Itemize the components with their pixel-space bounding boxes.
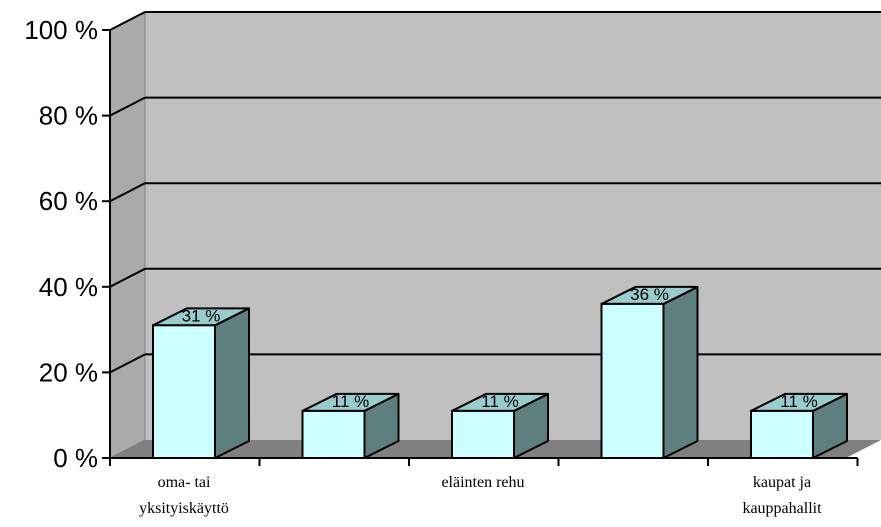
y-tick-label: 20 % — [39, 357, 98, 387]
axes: 0 % 20 % 40 % 60 % 80 % 100 % oma- tai yksityis… — [24, 15, 859, 517]
data-label: 36 % — [630, 285, 669, 304]
data-label: 31 % — [182, 306, 221, 325]
bar-front — [600, 302, 665, 460]
y-tick-label: 100 % — [24, 15, 98, 45]
x-tick-label: kaupat ja kauppahallit — [742, 474, 822, 517]
y-tick-label: 80 % — [39, 101, 98, 131]
x-tick-label: oma- tai yksityiskäyttö — [139, 474, 229, 517]
bar — [600, 285, 699, 460]
side-wall — [109, 11, 146, 459]
bar-side — [214, 307, 250, 459]
bar — [750, 392, 848, 460]
bar — [152, 307, 250, 459]
bar — [301, 392, 400, 460]
bar-front — [750, 409, 814, 460]
gridline-side — [109, 353, 146, 374]
gridline-side — [109, 11, 146, 31]
y-tick-label: 0 % — [53, 443, 98, 473]
bar — [451, 392, 549, 460]
bars — [152, 285, 848, 460]
bar-front — [451, 409, 515, 460]
gridline-side — [109, 182, 146, 203]
gridlines — [109, 11, 881, 374]
data-label: 11 % — [780, 392, 818, 411]
data-labels: 31 % 11 % 11 % 36 % 11 % — [182, 285, 818, 411]
gridline-side — [109, 267, 146, 288]
gridline-side — [109, 96, 146, 117]
y-tick-label: 40 % — [39, 272, 98, 302]
data-label: 11 % — [481, 392, 519, 411]
back-wall — [145, 12, 881, 440]
bar-front — [301, 409, 366, 460]
bar-side — [662, 285, 699, 459]
x-tick-label: eläinten rehu — [441, 474, 524, 491]
y-tick-label: 60 % — [39, 186, 98, 216]
bar-front — [152, 324, 216, 459]
data-label: 11 % — [332, 392, 370, 411]
